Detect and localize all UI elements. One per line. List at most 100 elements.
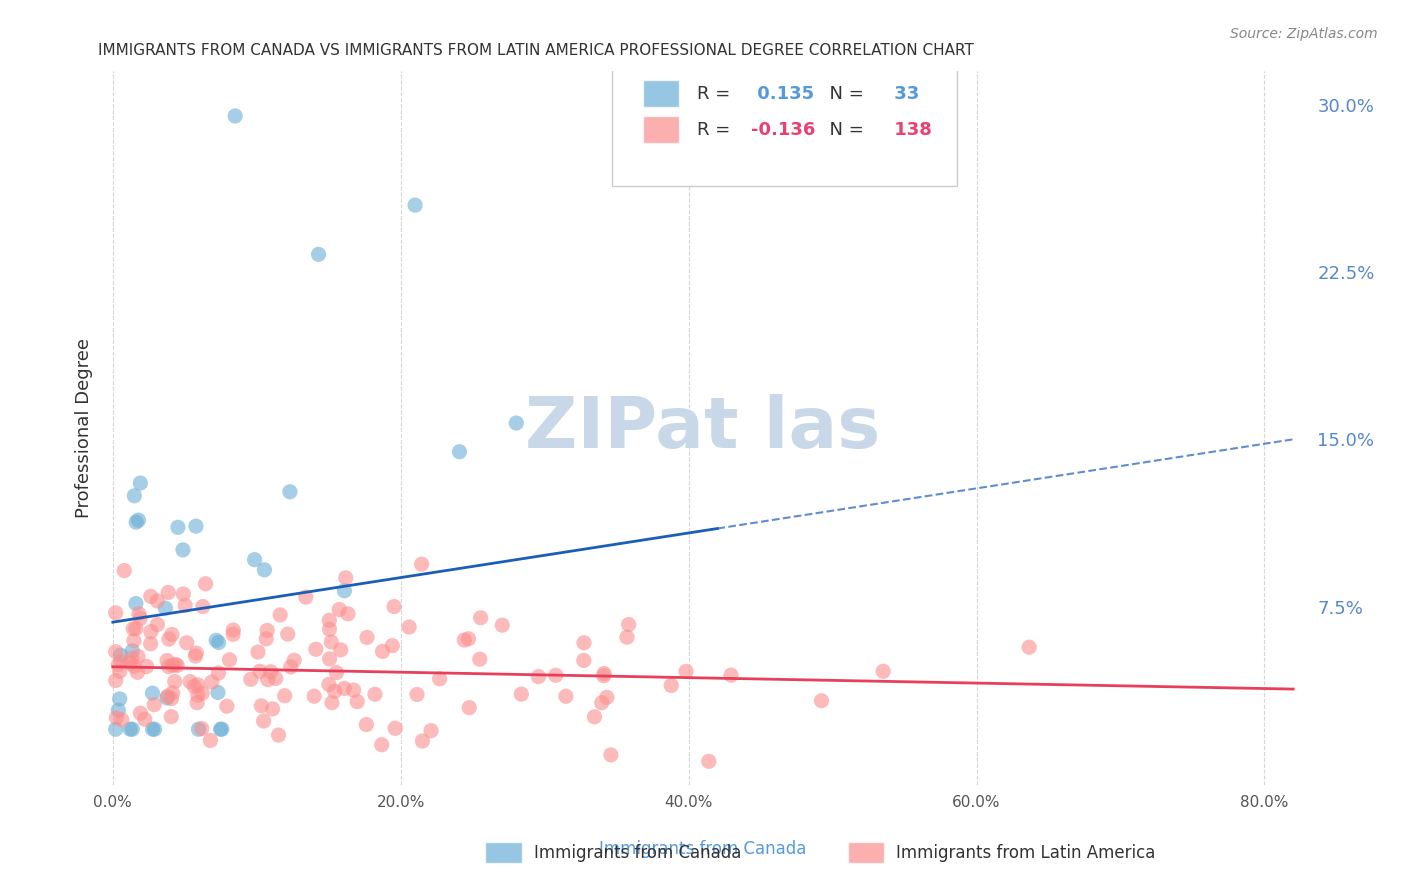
- Point: [328, 602, 350, 616]
- Text: N =: N =: [818, 86, 869, 103]
- Point: [190, 722, 212, 736]
- Point: [107, 703, 129, 717]
- Point: [110, 648, 132, 662]
- Point: [468, 652, 491, 666]
- Point: [527, 670, 550, 684]
- Point: [429, 672, 451, 686]
- Point: [872, 665, 894, 679]
- Point: [510, 687, 533, 701]
- Point: [122, 622, 145, 636]
- Text: Immigrants from Canada: Immigrants from Canada: [599, 840, 807, 858]
- Point: [404, 198, 426, 212]
- Point: [457, 632, 479, 646]
- Point: [184, 648, 207, 663]
- Point: [104, 606, 127, 620]
- Point: [120, 723, 142, 737]
- Point: [186, 646, 208, 660]
- Point: [156, 690, 179, 705]
- Point: [256, 624, 278, 638]
- Point: [697, 754, 720, 768]
- Point: [323, 684, 346, 698]
- Point: [121, 644, 143, 658]
- Point: [720, 668, 742, 682]
- Point: [617, 617, 640, 632]
- Point: [186, 696, 208, 710]
- Point: [675, 665, 697, 679]
- Point: [208, 635, 231, 649]
- Point: [134, 712, 156, 726]
- Point: [356, 631, 378, 645]
- Point: [449, 444, 471, 458]
- FancyBboxPatch shape: [613, 61, 957, 186]
- Point: [162, 686, 184, 700]
- FancyBboxPatch shape: [643, 80, 679, 107]
- Point: [382, 599, 405, 614]
- Text: Immigrants from Latin America: Immigrants from Latin America: [897, 844, 1156, 862]
- Point: [254, 632, 277, 646]
- Text: R =: R =: [697, 121, 735, 139]
- Point: [222, 623, 245, 637]
- Point: [194, 576, 217, 591]
- Point: [157, 585, 180, 599]
- Text: N =: N =: [818, 121, 869, 139]
- Text: -0.136: -0.136: [751, 121, 815, 139]
- Point: [250, 698, 273, 713]
- Point: [260, 665, 283, 679]
- Point: [264, 672, 287, 686]
- Point: [411, 734, 433, 748]
- Point: [572, 636, 595, 650]
- Point: [129, 476, 152, 491]
- Point: [305, 642, 328, 657]
- Point: [356, 717, 378, 731]
- Point: [321, 696, 343, 710]
- Point: [108, 692, 131, 706]
- Point: [143, 698, 166, 712]
- Text: 138: 138: [889, 121, 932, 139]
- Point: [141, 686, 163, 700]
- Point: [111, 713, 134, 727]
- Point: [122, 659, 145, 673]
- Point: [458, 700, 481, 714]
- Point: [139, 624, 162, 639]
- Point: [127, 649, 149, 664]
- Point: [325, 665, 347, 680]
- Point: [1018, 640, 1040, 655]
- Point: [142, 723, 165, 737]
- Point: [143, 723, 166, 737]
- Point: [122, 633, 145, 648]
- Point: [370, 738, 392, 752]
- Point: [318, 677, 340, 691]
- Point: [127, 665, 149, 680]
- Point: [592, 669, 614, 683]
- Text: Source: ZipAtlas.com: Source: ZipAtlas.com: [1230, 27, 1378, 41]
- Point: [125, 597, 148, 611]
- Point: [163, 674, 186, 689]
- Point: [156, 689, 179, 703]
- Point: [269, 607, 291, 622]
- Point: [335, 571, 357, 585]
- Text: ZIPat las: ZIPat las: [526, 393, 880, 463]
- Point: [218, 653, 240, 667]
- Point: [318, 622, 340, 636]
- Point: [167, 520, 190, 534]
- Point: [205, 633, 228, 648]
- Text: 33: 33: [889, 86, 920, 103]
- Y-axis label: Professional Degree: Professional Degree: [75, 338, 93, 518]
- Point: [616, 630, 638, 644]
- Point: [121, 723, 143, 737]
- Point: [166, 658, 188, 673]
- Point: [253, 563, 276, 577]
- Point: [277, 627, 299, 641]
- Point: [384, 721, 406, 735]
- Point: [249, 665, 271, 679]
- Point: [104, 723, 127, 737]
- Point: [224, 109, 246, 123]
- Point: [112, 564, 135, 578]
- Point: [201, 675, 224, 690]
- Point: [329, 642, 352, 657]
- Point: [139, 637, 162, 651]
- Point: [179, 674, 201, 689]
- Point: [599, 747, 621, 762]
- Point: [135, 659, 157, 673]
- Text: Immigrants from Canada: Immigrants from Canada: [534, 844, 741, 862]
